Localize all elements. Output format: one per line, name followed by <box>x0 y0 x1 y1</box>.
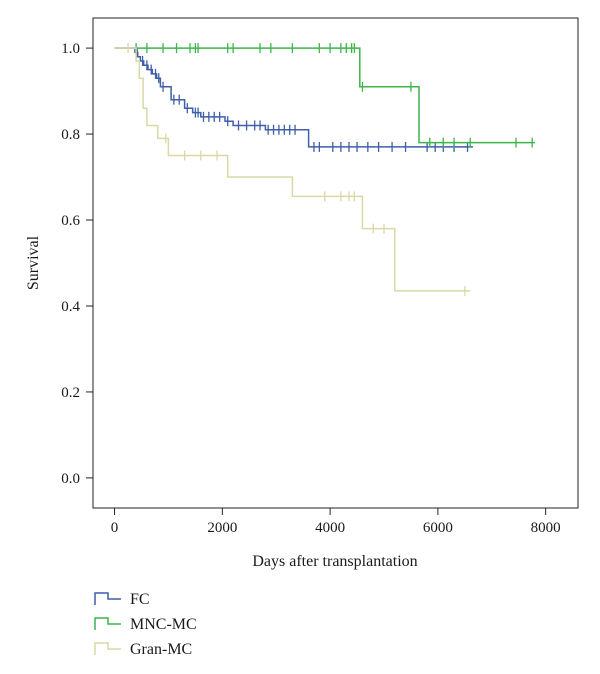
legend-label-mnc-mc: MNC-MC <box>130 616 197 633</box>
x-tick-label-4: 8000 <box>531 520 561 536</box>
y-tick-label-3: 0.6 <box>61 213 80 229</box>
series-fc <box>114 47 473 152</box>
legend-item-mnc-mc: MNC-MC <box>94 616 197 633</box>
y-tick-label-5: 1.0 <box>61 41 80 57</box>
legend-swatch-gran-mc <box>94 642 121 655</box>
legend-item-fc: FC <box>94 591 150 608</box>
legend-swatch-mnc-mc <box>94 617 121 630</box>
y-axis-title: Survival <box>25 235 42 290</box>
x-tick-label-2: 4000 <box>315 520 345 536</box>
y-tick-label-1: 0.2 <box>61 385 80 401</box>
series-layer <box>114 43 535 296</box>
survival-curve-mnc-mc <box>114 47 535 144</box>
survival-curve-fc <box>114 47 473 148</box>
legend: FC MNC-MC Gran-MC <box>94 591 197 658</box>
y-tick-label-0: 0.0 <box>61 471 80 487</box>
survival-curve-gran-mc <box>114 47 471 292</box>
legend-item-gran-mc: Gran-MC <box>94 641 192 658</box>
legend-swatch-fc <box>94 592 121 605</box>
y-tick-label-2: 0.4 <box>61 299 80 315</box>
series-gran-mc <box>114 43 471 296</box>
x-tick-label-3: 6000 <box>423 520 453 536</box>
x-tick-label-1: 2000 <box>207 520 237 536</box>
legend-label-fc: FC <box>130 591 150 608</box>
y-tick-label-4: 0.8 <box>61 127 80 143</box>
legend-label-gran-mc: Gran-MC <box>130 641 192 658</box>
ticks-layer: 0 2000 4000 6000 8000 0.0 0.2 0.4 0.6 0.8 1.0 <box>61 41 560 536</box>
x-axis-title: Days after transplantation <box>252 553 417 570</box>
series-mnc-mc <box>114 43 535 148</box>
x-tick-label-0: 0 <box>111 520 119 536</box>
plot-frame <box>92 17 579 509</box>
